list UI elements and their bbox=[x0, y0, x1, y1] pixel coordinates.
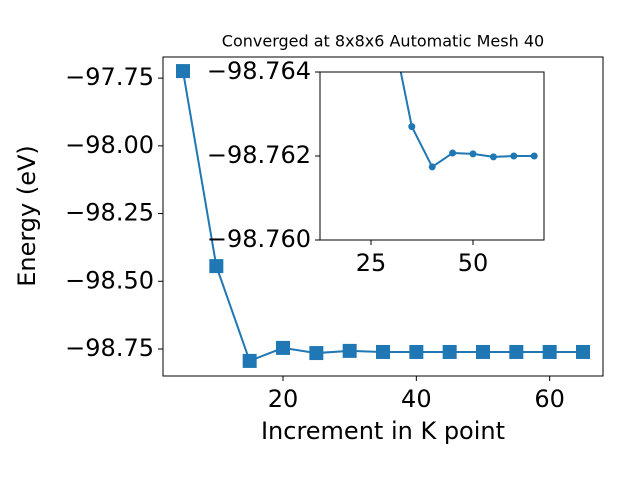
point bbox=[388, 22, 395, 29]
axes-frame bbox=[162, 56, 604, 377]
point bbox=[408, 123, 416, 131]
point bbox=[209, 259, 224, 274]
x-axis-label: Increment in K point bbox=[261, 417, 505, 445]
point bbox=[242, 353, 257, 368]
point bbox=[176, 64, 190, 79]
point bbox=[510, 152, 518, 160]
point bbox=[576, 344, 590, 359]
point bbox=[342, 343, 357, 358]
y-tick-label: −98.760 bbox=[207, 225, 311, 253]
y-tick-label: −98.25 bbox=[65, 199, 154, 227]
x-tick-label: 60 bbox=[534, 385, 565, 413]
point bbox=[542, 344, 557, 359]
point bbox=[469, 150, 477, 158]
y-tick-label: −98.00 bbox=[65, 131, 154, 159]
x-tick-label: 20 bbox=[268, 385, 299, 413]
x-tick-label: 50 bbox=[458, 249, 489, 277]
point bbox=[489, 153, 497, 161]
point bbox=[309, 346, 324, 361]
chart-title: Converged at 8x8x6 Automatic Mesh 40 bbox=[222, 32, 544, 51]
y-tick-label: −98.762 bbox=[207, 141, 311, 169]
point bbox=[276, 340, 290, 355]
y-axis-label: Energy (eV) bbox=[13, 145, 41, 287]
point bbox=[409, 344, 424, 359]
axes-frame bbox=[319, 71, 545, 241]
y-tick-label: −98.50 bbox=[65, 266, 154, 294]
x-tick-label: 40 bbox=[401, 385, 432, 413]
point bbox=[376, 344, 390, 359]
point bbox=[449, 149, 457, 157]
point bbox=[428, 163, 436, 171]
y-tick-label: −97.75 bbox=[65, 63, 154, 91]
plot-area bbox=[176, 64, 590, 368]
plot-area bbox=[388, 22, 538, 171]
point bbox=[442, 344, 457, 359]
x-tick-label: 25 bbox=[356, 249, 387, 277]
y-tick-label: −98.75 bbox=[65, 334, 154, 362]
y-tick-label: −98.764 bbox=[207, 57, 311, 85]
point bbox=[530, 152, 538, 160]
point bbox=[509, 344, 524, 359]
point bbox=[476, 344, 490, 359]
